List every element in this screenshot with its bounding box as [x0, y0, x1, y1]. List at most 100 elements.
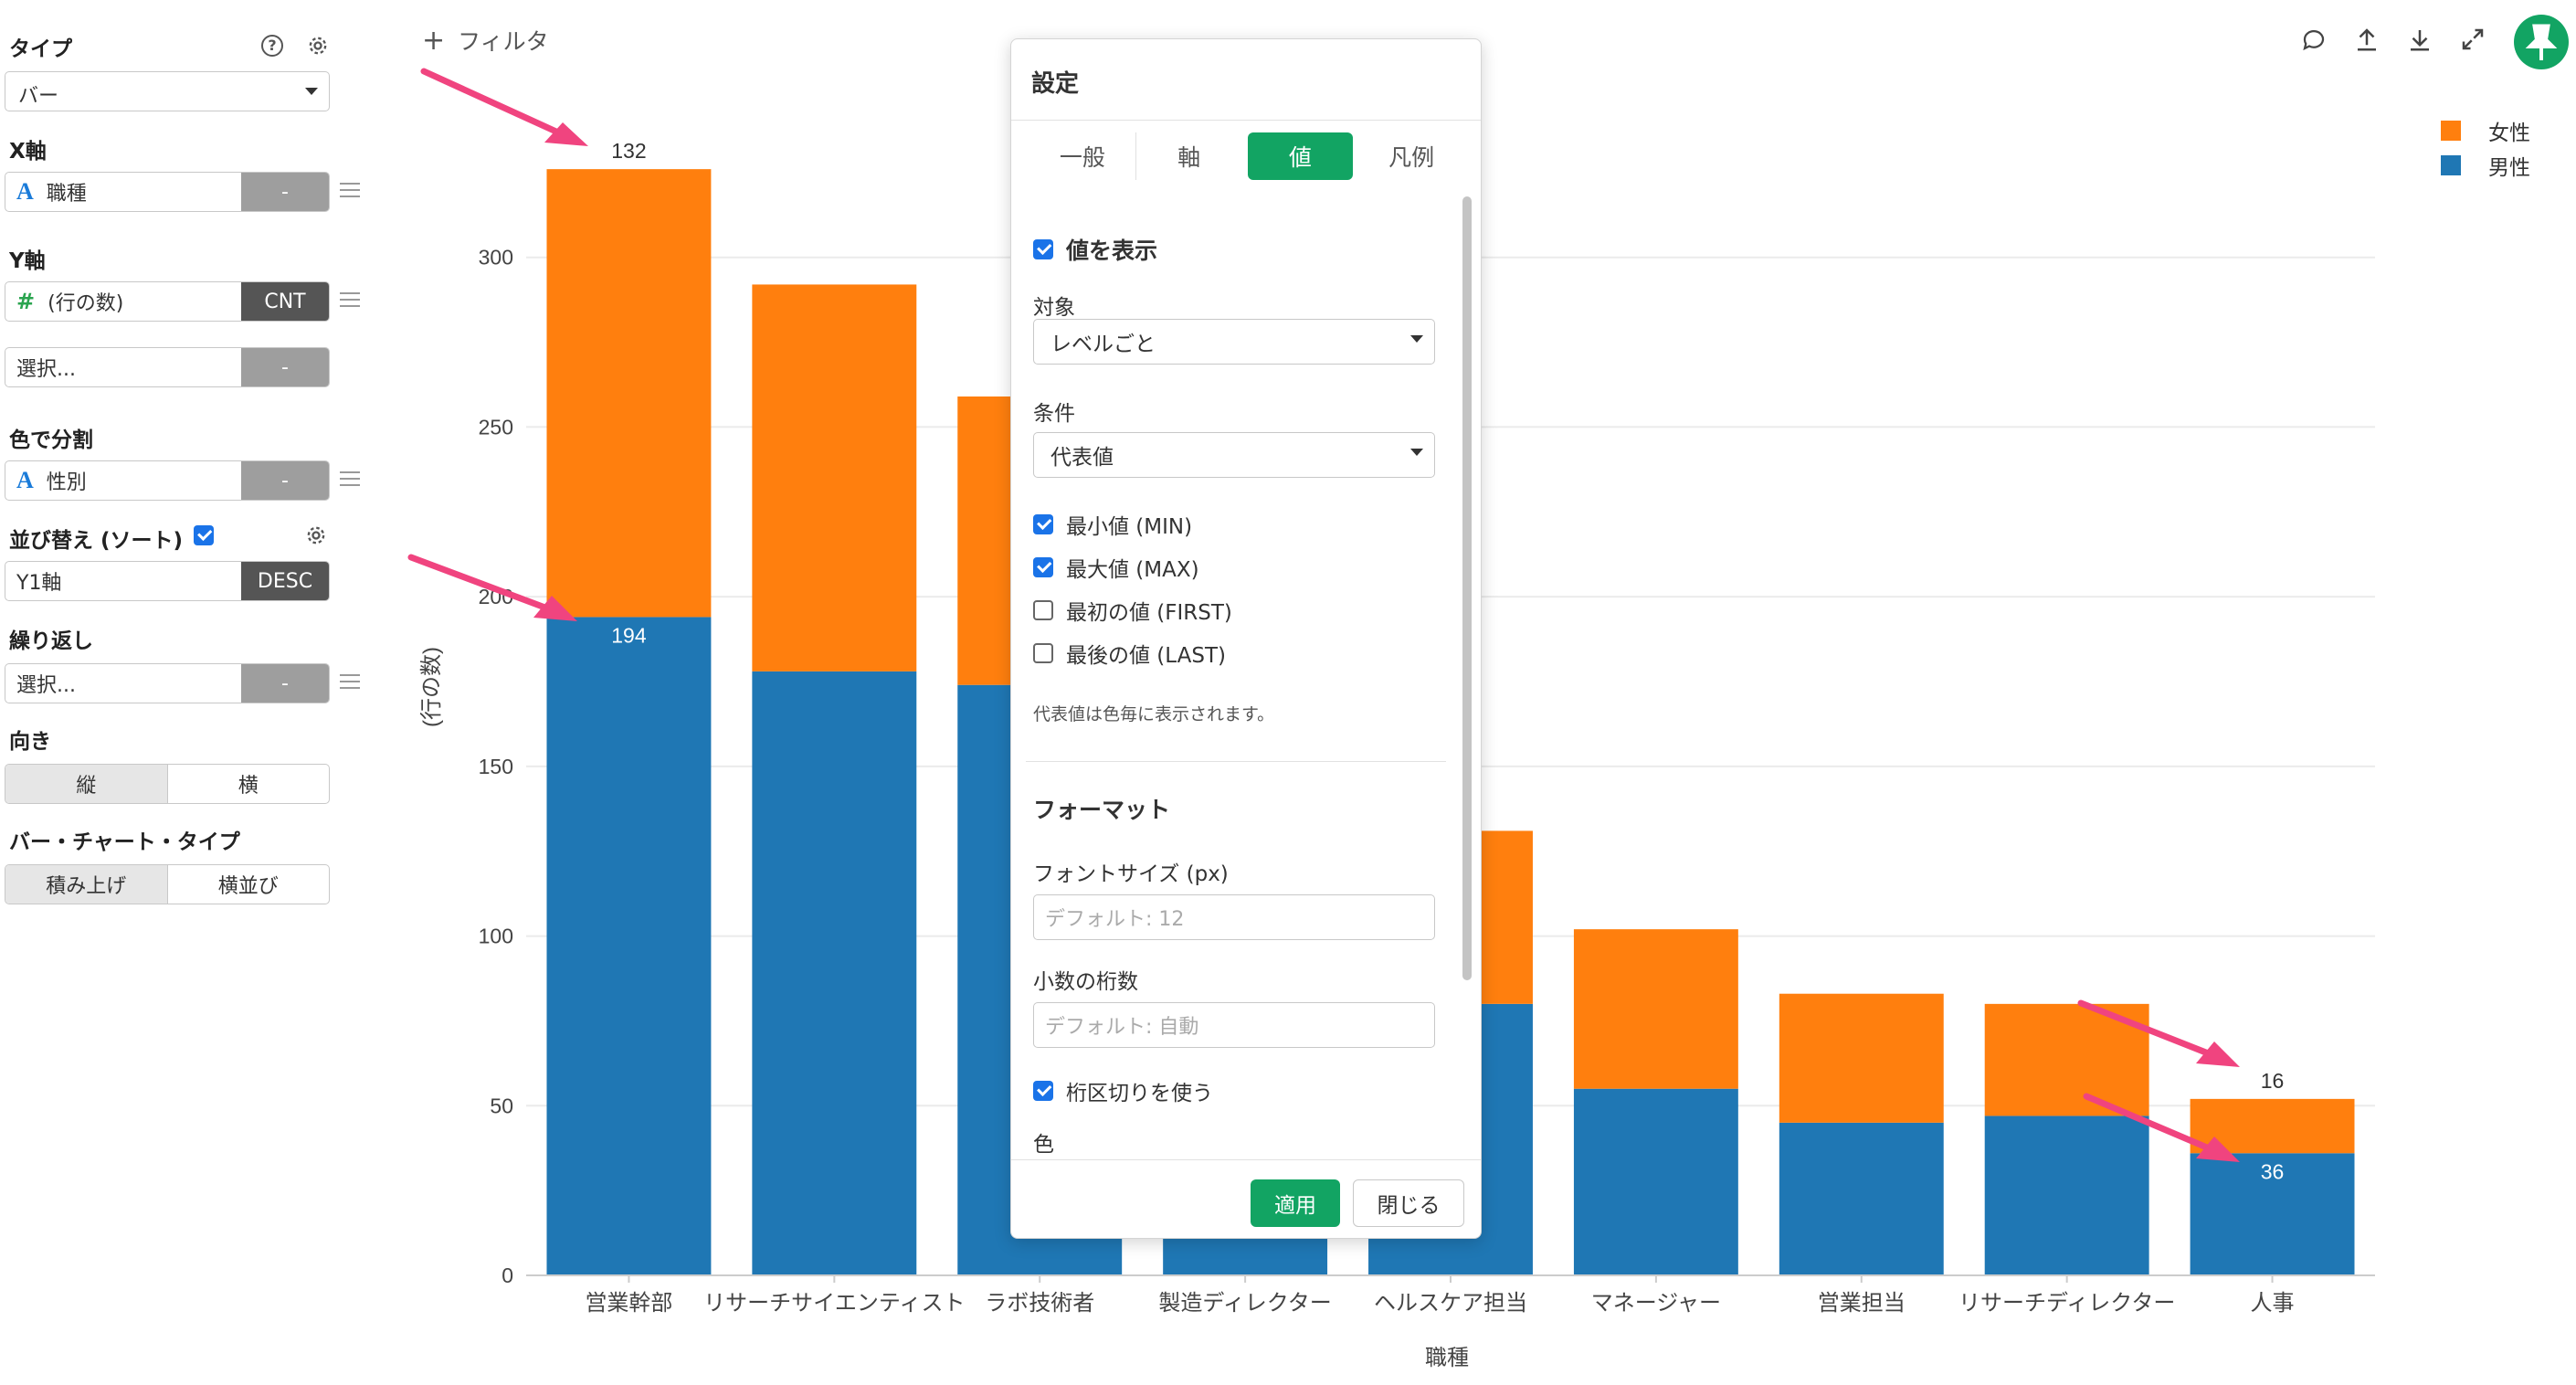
tab-legend[interactable]: 凡例	[1388, 144, 1435, 171]
download-icon[interactable]	[2406, 26, 2433, 53]
drag-handle-icon[interactable]	[340, 183, 360, 197]
bar-segment[interactable]	[1573, 1088, 1738, 1275]
bar-segment[interactable]	[1573, 929, 1738, 1089]
y-axis-extra-agg-button[interactable]: -	[241, 348, 329, 386]
option-min-row[interactable]: 最小値 (MIN)	[1033, 509, 1192, 540]
target-select[interactable]: レベルごと	[1033, 319, 1435, 365]
y-axis-extra-placeholder: 選択...	[16, 358, 76, 381]
option-last-checkbox[interactable]	[1033, 643, 1053, 663]
legend-swatch	[2441, 121, 2461, 141]
option-first-row[interactable]: 最初の値 (FIRST)	[1033, 595, 1232, 626]
show-values-checkbox-row[interactable]: 値を表示	[1033, 233, 1157, 266]
decimals-label: 小数の桁数	[1033, 970, 1138, 994]
drag-handle-icon[interactable]	[340, 674, 360, 689]
x-axis-agg-button[interactable]: -	[241, 173, 329, 211]
filter-button[interactable]: + フィルタ	[422, 24, 549, 57]
sort-checkbox[interactable]	[194, 525, 214, 545]
bar-segment[interactable]	[1984, 1115, 2149, 1275]
text-type-icon: A	[16, 467, 34, 493]
dialog-title: 設定	[1031, 70, 1080, 98]
target-label: 対象	[1033, 296, 1075, 320]
x-tick-label: リサーチディレクター	[1958, 1291, 2175, 1316]
condition-select[interactable]: 代表値	[1033, 432, 1435, 478]
option-min-checkbox[interactable]	[1033, 514, 1053, 534]
divider	[1011, 120, 1481, 121]
legend-item-male[interactable]: 男性	[2441, 150, 2530, 181]
color-field[interactable]: A 性別 -	[5, 460, 330, 501]
settings-dialog: 設定 一般 軸 値 凡例 値を表示 対象 レベルごと 条件 代表値 最小値 (M…	[1010, 38, 1482, 1239]
comment-icon[interactable]	[2300, 26, 2328, 53]
settings-tabs: 一般 軸 値 凡例	[1029, 132, 1464, 180]
help-icon[interactable]: ?	[261, 35, 283, 57]
sort-order-button[interactable]: DESC	[241, 562, 329, 600]
option-last-row[interactable]: 最後の値 (LAST)	[1033, 638, 1226, 669]
show-values-checkbox[interactable]	[1033, 239, 1053, 259]
drag-handle-icon[interactable]	[340, 292, 360, 307]
y-tick-label: 0	[501, 1263, 513, 1287]
bar-segment[interactable]	[546, 169, 712, 618]
option-max-checkbox[interactable]	[1033, 557, 1053, 577]
legend-item-female[interactable]: 女性	[2441, 115, 2530, 146]
bar-type-stacked-button[interactable]: 積み上げ	[5, 865, 167, 904]
repeat-placeholder: 選択...	[16, 674, 76, 697]
tab-values[interactable]: 値	[1247, 132, 1354, 180]
repeat-label: 繰り返し	[9, 629, 93, 653]
type-select[interactable]: バー	[5, 71, 330, 111]
legend-label: 女性	[2488, 122, 2530, 145]
decimals-input[interactable]: デフォルト: 自動	[1033, 1002, 1435, 1048]
x-tick-label: マネージャー	[1591, 1291, 1721, 1316]
type-select-value: バー	[18, 85, 59, 108]
y-axis-label: Y軸	[9, 249, 46, 273]
y-axis-extra-field[interactable]: 選択... -	[5, 347, 330, 387]
y-axis-title: (行の数)	[419, 647, 444, 727]
font-size-label: フォントサイズ (px)	[1033, 862, 1229, 886]
apply-button[interactable]: 適用	[1251, 1179, 1340, 1227]
x-axis-field[interactable]: A 職種 -	[5, 172, 330, 212]
upload-icon[interactable]	[2353, 26, 2381, 53]
x-tick-label: 営業担当	[1818, 1291, 1906, 1316]
dialog-scrollbar-thumb[interactable]	[1462, 196, 1472, 980]
chevron-down-icon	[305, 88, 318, 95]
font-size-input[interactable]: デフォルト: 12	[1033, 894, 1435, 940]
y-tick-label: 300	[479, 246, 513, 270]
expand-icon[interactable]	[2459, 26, 2486, 53]
text-type-icon: A	[16, 178, 34, 205]
x-tick-label: 人事	[2251, 1291, 2295, 1316]
bar-segment[interactable]	[1779, 993, 1944, 1123]
drag-handle-icon[interactable]	[340, 471, 360, 486]
y-axis-field[interactable]: # (行の数) CNT	[5, 281, 330, 322]
orientation-vertical-button[interactable]: 縦	[5, 765, 167, 803]
bar-type-grouped-button[interactable]: 横並び	[166, 865, 330, 904]
bar-segment[interactable]	[1779, 1122, 1944, 1275]
repeat-agg-button[interactable]: -	[241, 664, 329, 703]
color-agg-button[interactable]: -	[241, 461, 329, 500]
sort-field[interactable]: Y1軸 DESC	[5, 561, 330, 601]
bar-type-label: バー・チャート・タイプ	[9, 830, 240, 854]
color-field-value: 性別	[46, 471, 87, 494]
option-max-label: 最大値 (MAX)	[1066, 558, 1199, 582]
arrow-head	[2196, 1137, 2240, 1162]
orientation-horizontal-button[interactable]: 横	[166, 765, 330, 803]
sort-label: 並び替え (ソート)	[9, 529, 184, 553]
bar-segment[interactable]	[2190, 1153, 2355, 1275]
option-max-row[interactable]: 最大値 (MAX)	[1033, 552, 1199, 583]
thousands-separator-row[interactable]: 桁区切りを使う	[1033, 1075, 1213, 1106]
tab-general[interactable]: 一般	[1029, 132, 1136, 180]
gear-icon[interactable]	[303, 523, 329, 548]
bar-segment[interactable]	[752, 671, 917, 1275]
repeat-field[interactable]: 選択... -	[5, 663, 330, 703]
value-label: 36	[2261, 1159, 2285, 1183]
x-axis-label: X軸	[9, 140, 47, 164]
pin-button[interactable]	[2514, 15, 2569, 69]
y-axis-field-value: (行の数)	[48, 292, 124, 315]
bar-segment[interactable]	[546, 617, 712, 1275]
y-axis-agg-button[interactable]: CNT	[241, 282, 329, 321]
format-section-title: フォーマット	[1033, 797, 1171, 823]
tab-axis[interactable]: 軸	[1177, 144, 1201, 171]
thousands-separator-checkbox[interactable]	[1033, 1081, 1053, 1101]
close-button[interactable]: 閉じる	[1353, 1179, 1464, 1227]
option-first-checkbox[interactable]	[1033, 600, 1053, 620]
bar-segment[interactable]	[752, 284, 917, 671]
gear-icon[interactable]	[305, 33, 331, 58]
legend-swatch	[2441, 155, 2461, 175]
